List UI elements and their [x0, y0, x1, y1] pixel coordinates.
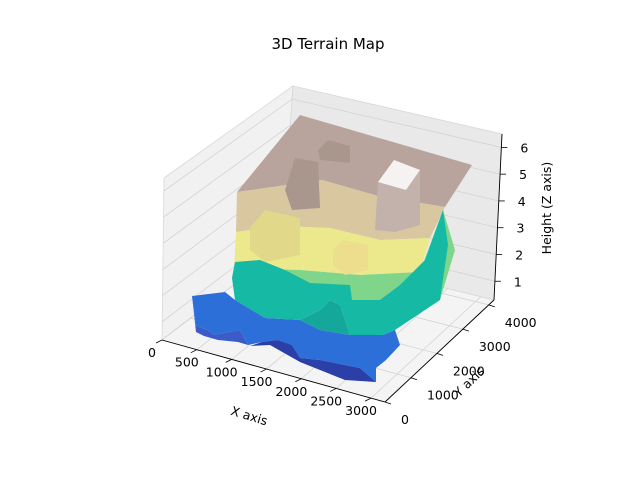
x-tick-mark — [190, 349, 198, 354]
x-tick-mark — [225, 359, 232, 363]
chart-title: 3D Terrain Map — [271, 35, 384, 53]
cliff-face — [232, 210, 448, 335]
y-axis-ticks: 0 1000 2000 3000 4000 — [384, 304, 537, 427]
x-tick-mark — [364, 397, 372, 402]
x-tick-label: 1500 — [241, 374, 273, 389]
y-tick-mark — [410, 377, 418, 381]
x-tick-mark — [155, 339, 163, 344]
block-left — [250, 210, 300, 262]
x-tick-label: 1000 — [206, 364, 238, 379]
base-edge — [192, 296, 248, 345]
y-tick-mark — [436, 353, 444, 356]
x-axis-line — [161, 339, 386, 403]
z-tick-label: 2 — [515, 247, 523, 262]
z-tick-label: 5 — [519, 167, 527, 182]
x-tick-label: 2000 — [275, 384, 307, 399]
block-brown-1 — [285, 158, 320, 210]
y-axis-line — [384, 299, 495, 403]
base-blue — [192, 292, 400, 382]
x-tick-mark — [260, 368, 267, 373]
base-dark — [250, 340, 376, 382]
x-tick-label: 500 — [175, 355, 199, 370]
y-tick-mark — [488, 304, 495, 308]
y-tick-label: 1000 — [427, 388, 459, 403]
z-axis-ticks: 1 2 3 4 5 6 — [494, 140, 528, 289]
y-tick-label: 3000 — [479, 339, 511, 354]
terrain-surface — [192, 115, 472, 382]
x-tick-label: 3000 — [345, 403, 377, 418]
x-tick-label: 0 — [148, 345, 156, 360]
z-axis-label: Height (Z axis) — [539, 162, 554, 255]
y-tick-label: 4000 — [505, 315, 537, 330]
z-tick-label: 3 — [516, 221, 524, 236]
y-tick-label: 0 — [401, 412, 409, 427]
x-tick-mark — [295, 378, 302, 383]
x-tick-mark — [330, 388, 337, 392]
y-tick-mark — [462, 328, 469, 332]
z-axis-line — [493, 133, 503, 301]
block-center — [333, 240, 368, 275]
x-axis-label: X axis — [229, 403, 269, 428]
x-gridline — [370, 296, 481, 399]
y-tick-mark — [384, 401, 392, 405]
z-tick-label: 4 — [518, 194, 526, 209]
x-tick-label: 2500 — [310, 393, 342, 408]
z-gridline — [163, 98, 502, 192]
z-tick-label: 1 — [514, 274, 522, 289]
axes-lines — [161, 133, 503, 403]
z-tick-label: 6 — [520, 140, 528, 155]
block-brown-2 — [318, 140, 350, 163]
y-tick-label: 2000 — [453, 363, 485, 378]
block-tower-top — [378, 160, 420, 190]
